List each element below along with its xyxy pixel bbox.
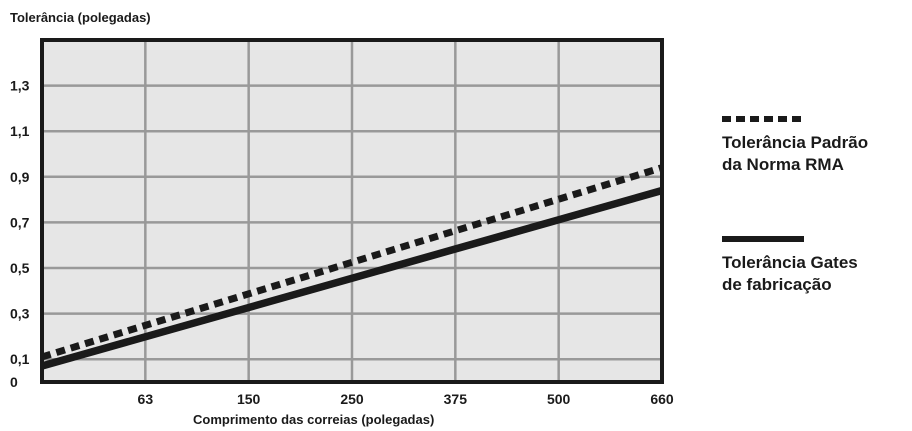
y-tick-label: 0,5 [10, 260, 30, 276]
y-tick-label: 1,3 [10, 78, 30, 94]
y-tick-label: 0,3 [10, 306, 30, 322]
legend-swatch-solid [722, 236, 804, 242]
legend-item-rma: Tolerância Padrão da Norma RMA [722, 116, 912, 176]
x-tick-label: 150 [237, 391, 261, 407]
y-tick-label: 1,1 [10, 123, 30, 139]
y-tick-label: 0 [10, 374, 18, 390]
x-tick-label: 660 [650, 391, 674, 407]
y-tick-label: 0,7 [10, 214, 30, 230]
legend-item-gates: Tolerância Gates de fabricação [722, 236, 912, 296]
x-axis-title: Comprimento das correias (polegadas) [193, 412, 435, 427]
x-tick-label: 375 [444, 391, 468, 407]
x-tick-label: 250 [340, 391, 364, 407]
series-line-gates [40, 186, 664, 370]
legend-label-gates: Tolerância Gates de fabricação [722, 253, 858, 294]
x-tick-label: 500 [547, 391, 571, 407]
legend-label-rma: Tolerância Padrão da Norma RMA [722, 133, 869, 174]
y-tick-label: 0,1 [10, 351, 30, 367]
legend-swatch-dotted [722, 116, 804, 122]
plot-frame [40, 38, 664, 384]
y-tick-label: 0,9 [10, 169, 30, 185]
x-tick-label: 63 [138, 391, 154, 407]
y-axis-title: Tolerância (polegadas) [10, 10, 151, 25]
series-line-rma [40, 164, 664, 361]
